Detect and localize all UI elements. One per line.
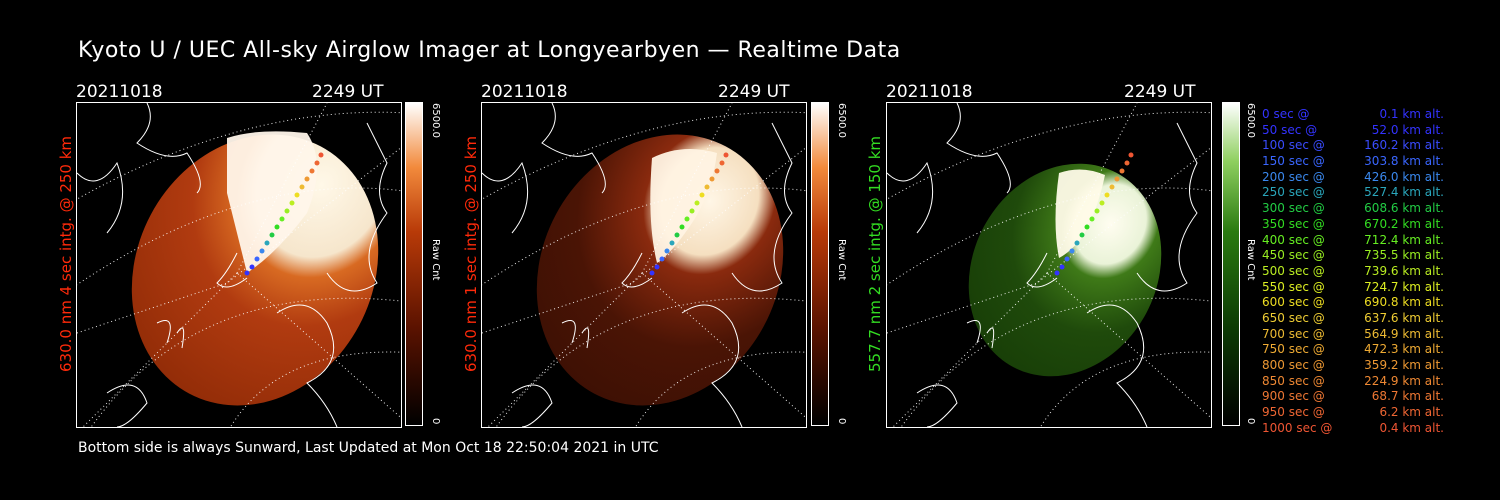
panel-2-colorbar-max: 6500.0: [836, 103, 847, 138]
footer-note: Bottom side is always Sunward, Last Upda…: [78, 440, 659, 456]
legend-row: 200 sec @ 426.0 km alt.: [1262, 170, 1444, 186]
legend-sec: 50 sec @: [1262, 122, 1318, 137]
panel-3-time: 2249 UT: [1124, 82, 1196, 102]
legend-alt: 670.2 km alt.: [1364, 216, 1444, 231]
legend-alt: 472.3 km alt.: [1364, 342, 1444, 357]
legend-row: 350 sec @ 670.2 km alt.: [1262, 217, 1444, 233]
legend-row: 700 sec @ 564.9 km alt.: [1262, 327, 1444, 343]
panel-2-colorbar-unit: Raw Cnt: [836, 239, 847, 281]
legend-alt: 724.7 km alt.: [1364, 279, 1444, 294]
legend-alt: 68.7 km alt.: [1371, 389, 1444, 404]
panel-2-emission-region: [536, 134, 784, 406]
legend-alt: 735.5 km alt.: [1364, 248, 1444, 263]
legend-sec: 900 sec @: [1262, 389, 1325, 404]
legend-row: 750 sec @ 472.3 km alt.: [1262, 342, 1444, 358]
legend-sec: 400 sec @: [1262, 232, 1325, 247]
legend-alt: 608.6 km alt.: [1364, 201, 1444, 216]
legend-row: 1000 sec @ 0.4 km alt.: [1262, 421, 1444, 437]
panel-2-time: 2249 UT: [718, 82, 790, 102]
panel-3-date: 20211018: [886, 82, 973, 102]
legend-alt: 6.2 km alt.: [1379, 405, 1444, 420]
panel-3-emission-region: [968, 163, 1162, 377]
panel-1-trajectory: [244, 152, 324, 276]
legend-alt: 637.6 km alt.: [1364, 310, 1444, 325]
legend-alt: 426.0 km alt.: [1364, 169, 1444, 184]
legend-row: 650 sec @ 637.6 km alt.: [1262, 311, 1444, 327]
legend-row: 250 sec @ 527.4 km alt.: [1262, 185, 1444, 201]
legend-row: 800 sec @ 359.2 km alt.: [1262, 358, 1444, 374]
legend-alt: 690.8 km alt.: [1364, 295, 1444, 310]
legend-alt: 0.4 km alt.: [1379, 420, 1444, 435]
panel-3-colorbar: [1222, 102, 1240, 426]
legend-sec: 250 sec @: [1262, 185, 1325, 200]
legend-alt: 564.9 km alt.: [1364, 326, 1444, 341]
panel-3-colorbar-max: 6500.0: [1245, 103, 1256, 138]
panel-3-channel-label: 557.7 nm 2 sec intg. @ 150 km: [866, 135, 884, 372]
legend-sec: 850 sec @: [1262, 373, 1325, 388]
trajectory-legend: 0 sec @0.1 km alt. 50 sec @52.0 km alt. …: [1262, 107, 1444, 436]
legend-sec: 200 sec @: [1262, 169, 1325, 184]
legend-sec: 300 sec @: [1262, 201, 1325, 216]
panel-2-channel-label: 630.0 nm 1 sec intg. @ 250 km: [462, 135, 480, 372]
panel-1-colorbar-unit: Raw Cnt: [430, 239, 441, 281]
legend-sec: 950 sec @: [1262, 405, 1325, 420]
legend-sec: 750 sec @: [1262, 342, 1325, 357]
legend-row: 50 sec @ 52.0 km alt.: [1262, 123, 1444, 139]
legend-alt: 527.4 km alt.: [1364, 185, 1444, 200]
panel-3-colorbar-unit: Raw Cnt: [1245, 239, 1256, 281]
panel-2-trajectory: [649, 152, 729, 276]
legend-row: 450 sec @ 735.5 km alt.: [1262, 248, 1444, 264]
legend-row: 850 sec @ 224.9 km alt.: [1262, 374, 1444, 390]
panel-3-allsky-image: [886, 102, 1212, 428]
legend-alt: 303.8 km alt.: [1364, 154, 1444, 169]
legend-alt: 0.1 km alt.: [1379, 107, 1444, 121]
legend-row: 900 sec @ 68.7 km alt.: [1262, 389, 1444, 405]
panel-1-date: 20211018: [76, 82, 163, 102]
legend-sec: 700 sec @: [1262, 326, 1325, 341]
legend-sec: 450 sec @: [1262, 248, 1325, 263]
legend-sec: 350 sec @: [1262, 216, 1325, 231]
panel-1-colorbar-max: 6500.0: [430, 103, 441, 138]
legend-row: 600 sec @ 690.8 km alt.: [1262, 295, 1444, 311]
panel-2-colorbar-min: 0: [836, 418, 847, 425]
panel-2-date: 20211018: [481, 82, 568, 102]
legend-alt: 359.2 km alt.: [1364, 358, 1444, 372]
legend-sec: 0 sec @: [1262, 107, 1310, 121]
panel-1-emission-region: [131, 134, 379, 406]
legend-row: 300 sec @ 608.6 km alt.: [1262, 201, 1444, 217]
legend-alt: 160.2 km alt.: [1364, 138, 1444, 153]
legend-row: 550 sec @ 724.7 km alt.: [1262, 280, 1444, 296]
legend-alt: 712.4 km alt.: [1364, 232, 1444, 247]
legend-alt: 52.0 km alt.: [1371, 122, 1444, 137]
legend-sec: 100 sec @: [1262, 138, 1325, 153]
legend-row: 0 sec @ 0.1 km alt.: [1262, 107, 1444, 123]
panel-1-channel-label: 630.0 nm 4 sec intg. @ 250 km: [57, 135, 75, 372]
panel-3-colorbar-min: 0: [1245, 418, 1256, 425]
legend-sec: 600 sec @: [1262, 295, 1325, 310]
panel-1-time: 2249 UT: [312, 82, 384, 102]
legend-row: 500 sec @ 739.6 km alt.: [1262, 264, 1444, 280]
legend-alt: 224.9 km alt.: [1364, 373, 1444, 388]
legend-row: 950 sec @ 6.2 km alt.: [1262, 405, 1444, 421]
panel-1-allsky-image: [76, 102, 402, 428]
legend-sec: 800 sec @: [1262, 358, 1325, 372]
panel-2-colorbar: [811, 102, 829, 426]
legend-sec: 650 sec @: [1262, 310, 1325, 325]
legend-row: 100 sec @ 160.2 km alt.: [1262, 138, 1444, 154]
legend-row: 400 sec @ 712.4 km alt.: [1262, 233, 1444, 249]
legend-sec: 150 sec @: [1262, 154, 1325, 169]
panel-2-allsky-image: [481, 102, 807, 428]
legend-row: 150 sec @ 303.8 km alt.: [1262, 154, 1444, 170]
legend-alt: 739.6 km alt.: [1364, 263, 1444, 278]
legend-sec: 1000 sec @: [1262, 420, 1333, 435]
panel-3-trajectory: [1054, 152, 1134, 276]
legend-sec: 500 sec @: [1262, 263, 1325, 278]
panel-1-colorbar: [405, 102, 423, 426]
page-title: Kyoto U / UEC All-sky Airglow Imager at …: [78, 38, 901, 63]
panel-1-colorbar-min: 0: [430, 418, 441, 425]
legend-sec: 550 sec @: [1262, 279, 1325, 294]
